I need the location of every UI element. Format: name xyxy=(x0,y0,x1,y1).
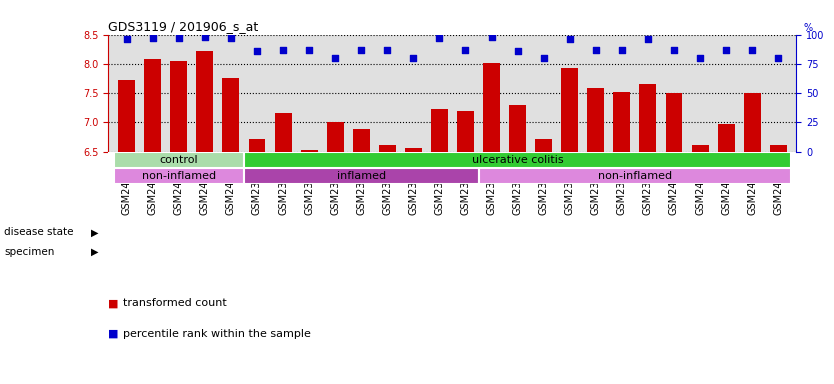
Bar xyxy=(118,80,135,152)
Bar xyxy=(640,84,656,152)
Point xyxy=(641,36,655,42)
Text: non-inflamed: non-inflamed xyxy=(142,171,216,181)
Point xyxy=(198,34,212,40)
Bar xyxy=(744,93,761,152)
Point xyxy=(380,47,394,53)
Point xyxy=(354,47,368,53)
Bar xyxy=(509,105,526,152)
Bar xyxy=(479,168,791,184)
Text: specimen: specimen xyxy=(4,247,54,257)
Bar xyxy=(535,139,552,152)
Point xyxy=(172,35,185,41)
Bar xyxy=(691,144,709,152)
Bar xyxy=(379,144,396,152)
Bar xyxy=(196,51,214,152)
Bar xyxy=(666,93,682,152)
Point xyxy=(303,47,316,53)
Bar xyxy=(404,148,422,152)
Bar xyxy=(300,151,318,152)
Point xyxy=(693,55,706,61)
Point xyxy=(224,35,238,41)
Bar xyxy=(249,139,265,152)
Bar xyxy=(113,168,244,184)
Text: percentile rank within the sample: percentile rank within the sample xyxy=(123,329,311,339)
Text: ▶: ▶ xyxy=(91,227,98,237)
Bar xyxy=(561,68,578,152)
Text: ▶: ▶ xyxy=(91,247,98,257)
Text: GDS3119 / 201906_s_at: GDS3119 / 201906_s_at xyxy=(108,20,259,33)
Point xyxy=(407,55,420,61)
Text: ulcerative colitis: ulcerative colitis xyxy=(472,155,564,165)
Bar xyxy=(483,63,500,152)
Bar xyxy=(244,152,791,168)
Bar xyxy=(170,61,188,152)
Bar xyxy=(457,111,474,152)
Bar xyxy=(223,78,239,152)
Point xyxy=(537,55,550,61)
Bar xyxy=(244,168,479,184)
Bar xyxy=(327,122,344,152)
Bar xyxy=(431,109,448,152)
Bar xyxy=(770,144,786,152)
Bar xyxy=(587,88,605,152)
Text: ■: ■ xyxy=(108,298,119,308)
Point xyxy=(563,36,576,42)
Point xyxy=(667,47,681,53)
Point xyxy=(589,47,602,53)
Text: disease state: disease state xyxy=(4,227,73,237)
Bar xyxy=(144,59,161,152)
Text: inflamed: inflamed xyxy=(337,171,386,181)
Point xyxy=(771,55,785,61)
Point xyxy=(459,47,472,53)
Point xyxy=(511,48,525,54)
Bar xyxy=(113,152,244,168)
Text: %: % xyxy=(803,23,812,33)
Point xyxy=(329,55,342,61)
Point xyxy=(746,47,759,53)
Point xyxy=(485,34,498,40)
Text: control: control xyxy=(159,155,198,165)
Point xyxy=(433,35,446,41)
Point xyxy=(276,47,289,53)
Point xyxy=(250,48,264,54)
Bar xyxy=(717,124,735,152)
Bar xyxy=(274,113,292,152)
Text: transformed count: transformed count xyxy=(123,298,227,308)
Text: non-inflamed: non-inflamed xyxy=(598,171,672,181)
Bar xyxy=(613,92,631,152)
Point xyxy=(146,35,159,41)
Point xyxy=(720,47,733,53)
Point xyxy=(120,36,133,42)
Bar xyxy=(353,129,369,152)
Point xyxy=(615,47,629,53)
Text: ■: ■ xyxy=(108,329,119,339)
